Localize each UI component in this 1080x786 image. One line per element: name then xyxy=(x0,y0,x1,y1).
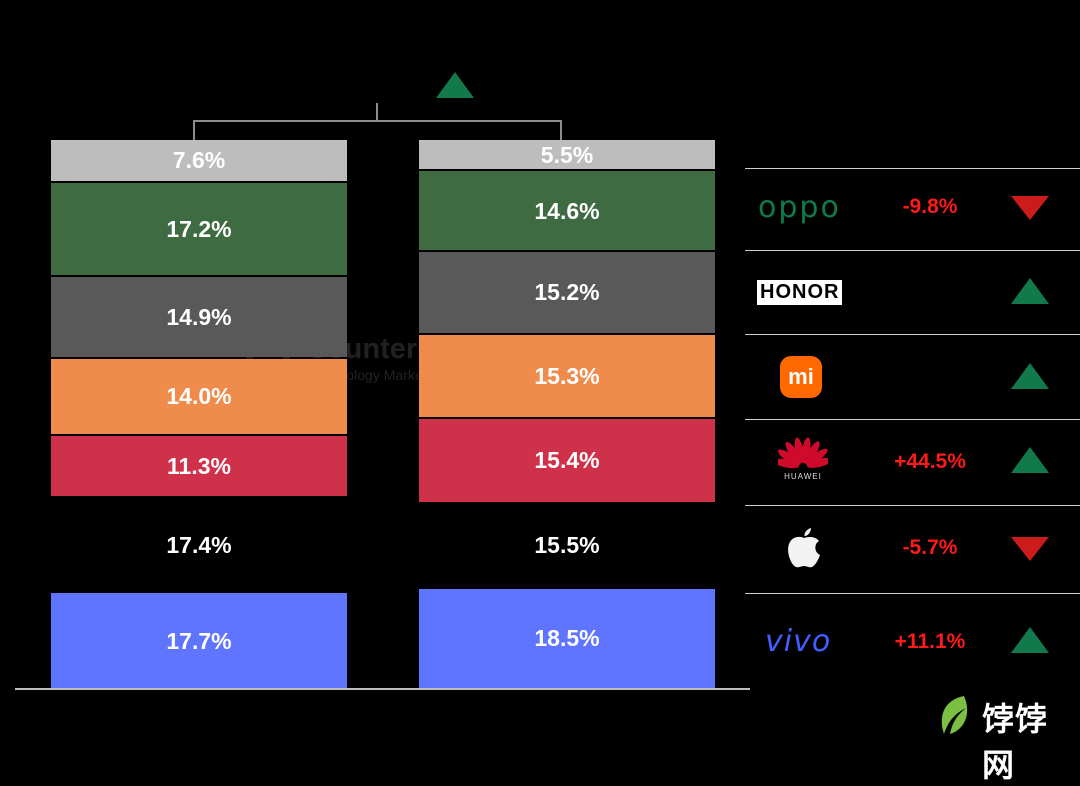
segment-xiaomi: 15.3% xyxy=(419,335,715,418)
segment-label-xiaomi: 15.3% xyxy=(534,363,600,390)
segment-label-vivo: 18.5% xyxy=(534,625,600,652)
honor-logo: HONOR xyxy=(757,280,843,305)
oppo-change-value: -9.8% xyxy=(902,195,958,218)
huawei-logo: HUAWEI xyxy=(773,437,833,481)
apple-logo xyxy=(785,525,823,574)
xiaomi-up-arrow-icon xyxy=(1011,363,1049,389)
segment-honor: 15.2% xyxy=(419,251,715,334)
xiaomi-logo-text: mi xyxy=(788,364,814,389)
segment-xiaomi: 14.0% xyxy=(51,358,347,434)
segment-label-oppo: 17.2% xyxy=(166,215,232,242)
huawei-logo-text: HUAWEI xyxy=(784,472,822,481)
chart-stage: Counterpoint Technology Market Research … xyxy=(15,72,1080,784)
segment-label-others: 7.6% xyxy=(172,147,226,174)
segment-apple: 15.5% xyxy=(419,503,715,587)
segment-apple: 17.4% xyxy=(51,498,347,592)
row-separator xyxy=(745,505,1080,506)
segment-others: 5.5% xyxy=(419,140,715,170)
segment-label-huawei: 11.3% xyxy=(167,452,231,479)
segment-label-huawei: 15.4% xyxy=(534,447,600,474)
vivo-up-arrow-icon xyxy=(1011,627,1049,653)
segment-huawei: 15.4% xyxy=(419,419,715,502)
row-separator xyxy=(745,419,1080,420)
huawei-up-arrow-icon xyxy=(1011,447,1049,473)
row-separator xyxy=(745,334,1080,335)
segment-label-others: 5.5% xyxy=(540,141,594,168)
row-separator xyxy=(745,593,1080,594)
huawei-change-value: +44.5% xyxy=(894,450,966,473)
segment-huawei: 11.3% xyxy=(51,435,347,497)
segment-oppo: 17.2% xyxy=(51,182,347,275)
vivo-change-value: +11.1% xyxy=(894,630,966,653)
leaf-logo-icon xyxy=(934,692,974,738)
segment-label-apple: 17.4% xyxy=(166,531,232,558)
honor-up-arrow-icon xyxy=(1011,278,1049,304)
site-name: 饽饽网 xyxy=(982,700,1049,784)
apple-change-value: -5.7% xyxy=(902,536,958,559)
oppo-logo: oppo xyxy=(758,190,841,225)
segment-label-apple: 15.5% xyxy=(534,532,600,559)
row-separator xyxy=(745,250,1080,251)
segment-label-honor: 15.2% xyxy=(534,279,600,306)
segment-label-oppo: 14.6% xyxy=(534,197,600,224)
segment-vivo: 17.7% xyxy=(51,593,347,688)
honor-logo-text: HONOR xyxy=(760,281,840,303)
apple-logo-icon xyxy=(788,528,820,568)
baseline xyxy=(15,688,750,690)
segment-label-honor: 14.9% xyxy=(166,303,232,330)
segment-others: 7.6% xyxy=(51,140,347,181)
segment-label-xiaomi: 14.0% xyxy=(166,383,232,410)
segment-honor: 14.9% xyxy=(51,276,347,357)
apple-down-arrow-icon xyxy=(1011,537,1049,561)
segment-oppo: 14.6% xyxy=(419,171,715,250)
row-separator xyxy=(745,168,1080,169)
segment-label-vivo: 17.7% xyxy=(166,627,232,654)
oppo-down-arrow-icon xyxy=(1011,196,1049,220)
vivo-logo: vivo xyxy=(765,624,831,659)
total-change-up-arrow-icon xyxy=(436,72,474,98)
oppo-logo-text: oppo xyxy=(758,190,841,225)
vivo-logo-text: vivo xyxy=(765,624,832,659)
huawei-flower-icon xyxy=(773,437,833,469)
xiaomi-logo: mi xyxy=(780,356,822,398)
segment-vivo: 18.5% xyxy=(419,588,715,688)
